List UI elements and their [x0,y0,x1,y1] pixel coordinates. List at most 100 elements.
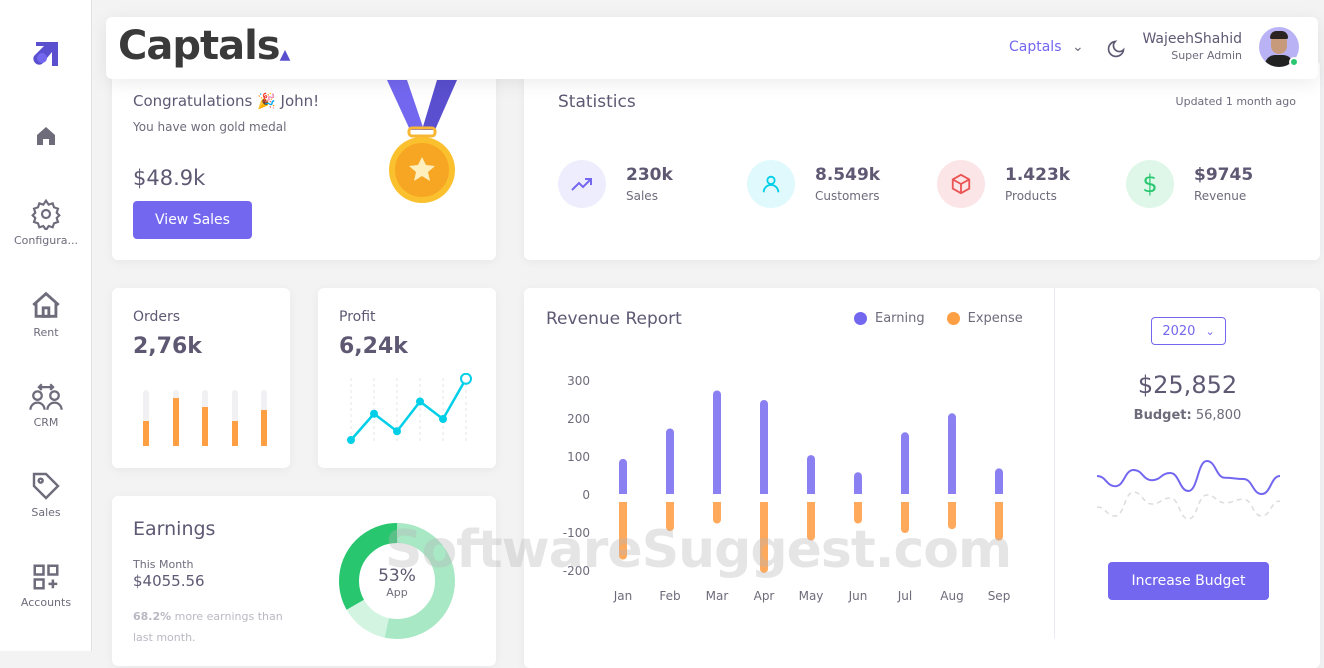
gear-icon [31,198,61,230]
revenue-title: Revenue Report [546,309,682,329]
sidebar-item-crm[interactable]: CRM [0,382,92,429]
y-tick-label: 300 [567,374,590,388]
profit-point [393,427,401,436]
congrats-amount: $48.9k [133,166,206,190]
expense-bar [901,502,909,533]
earning-bar [760,400,768,494]
profit-card: Profit 6,24k [318,288,496,468]
statistics-card: Statistics Updated 1 month ago [524,60,1320,260]
orders-value: 2,76k [133,334,202,359]
earnings-title: Earnings [133,518,216,540]
orders-bar-track [143,390,149,446]
x-tick-label: Mar [706,589,729,603]
sidebar-item-accounts[interactable]: Accounts [0,562,92,609]
brand-name: Captals [118,23,281,69]
budget-value: 56,800 [1195,408,1242,423]
sidebar-item-label: CRM [33,416,59,429]
stat-products: 1.423k Products [937,160,1070,208]
moon-icon[interactable] [1106,39,1126,59]
congrats-title: Congratulations 🎉 John! [133,92,320,110]
user-info[interactable]: WajeehShahid Super Admin [1142,31,1242,62]
profit-value: 6,24k [339,334,408,359]
orders-title: Orders [133,309,181,325]
x-tick-label: Jul [897,589,912,603]
x-tick-label: May [799,589,824,603]
actual-budget-line [1096,459,1281,496]
brand-logo[interactable]: Captals▲ [118,23,290,69]
earnings-amount: $4055.56 [133,572,205,590]
earning-bar [854,472,862,494]
dollar-icon: $ [1126,160,1174,208]
earnings-period: This Month [133,558,194,571]
increase-budget-button[interactable]: Increase Budget [1108,562,1269,600]
y-tick-label: -200 [563,564,590,578]
stat-label: Revenue [1194,189,1247,203]
sidebar: Configura... Rent CRM Sales Accounts [0,0,92,651]
legend-earning: Earning [875,311,925,326]
x-tick-label: Jun [848,589,868,603]
chevron-down-icon: ⌄ [1205,324,1215,338]
sidebar-item-label: Sales [31,506,61,519]
stat-label: Sales [626,189,658,203]
legend-earning-dot [854,312,867,325]
users-icon [29,383,63,410]
expense-bar [760,502,768,573]
revenue-bar-chart: 300 200 100 0 -100 -200 Jan Feb Mar Apr May Jun Jul A… [563,374,1011,603]
expense-bar [619,502,627,560]
y-tick-label: 100 [567,450,590,464]
trending-up-icon [558,160,606,208]
year-select[interactable]: 2020 ⌄ [1151,317,1226,345]
earnings-donut-chart [339,523,455,639]
orders-bar [172,398,179,446]
orders-bar-track [172,390,179,446]
sidebar-item-sales[interactable]: Sales [0,470,92,519]
orders-card: Orders 2,76k [112,288,290,468]
sidebar-item-home[interactable] [0,124,92,152]
earnings-change-percent: 68.2% [133,610,172,623]
earning-bar [807,455,815,494]
expense-bar [854,502,862,524]
online-status-dot [1289,57,1299,67]
logo[interactable] [0,38,92,74]
avatar[interactable] [1259,27,1299,67]
legend-expense-dot [946,312,960,325]
updated-text: Updated 1 month ago [1175,95,1296,108]
sidebar-item-rent[interactable]: Rent [0,288,92,339]
logo-icon [33,42,58,66]
earnings-change-desc: more earnings than last month. [133,610,283,644]
orders-bar [231,420,238,446]
y-tick-label: 0 [582,488,590,502]
earning-bar [948,413,956,494]
earning-bar [901,432,909,494]
user-icon [747,160,795,208]
profit-point [460,373,472,385]
revenue-report-card: Revenue Report Earning Expense 300 200 100… [524,288,1320,668]
orders-bar [261,409,267,446]
profit-point [370,409,378,418]
chevron-down-icon: ⌄ [1071,39,1084,55]
profit-point [439,415,447,423]
top-header: Captals▲ Captals ⌄ WajeehShahid Super Ad… [106,17,1318,79]
sidebar-item-configuration[interactable]: Configura... [0,198,92,247]
donut-label: App [386,586,408,599]
expense-bar [995,502,1003,541]
donut-segment-3 [339,523,455,639]
profit-title: Profit [339,309,376,325]
year-value: 2020 [1162,323,1196,339]
orders-bar-track [261,390,267,446]
earning-bar [666,428,674,494]
earnings-change-text: 68.2% more earnings than last month. [133,606,303,648]
tag-icon [32,472,60,500]
revenue-total: $25,852 [1137,371,1238,399]
orders-bar [202,406,208,446]
legend-expense: Expense [967,311,1023,326]
donut-percent: 53% [378,566,416,586]
stat-label: Products [1005,189,1057,203]
view-sales-button[interactable]: View Sales [133,201,252,239]
stat-value: $9745 [1194,165,1254,185]
earning-bar [619,458,627,494]
chart-legend: Earning Expense [854,311,1023,326]
grid-plus-icon [33,564,59,590]
profit-line-chart [347,373,472,444]
workspace-dropdown[interactable]: Captals ⌄ [1009,39,1084,55]
